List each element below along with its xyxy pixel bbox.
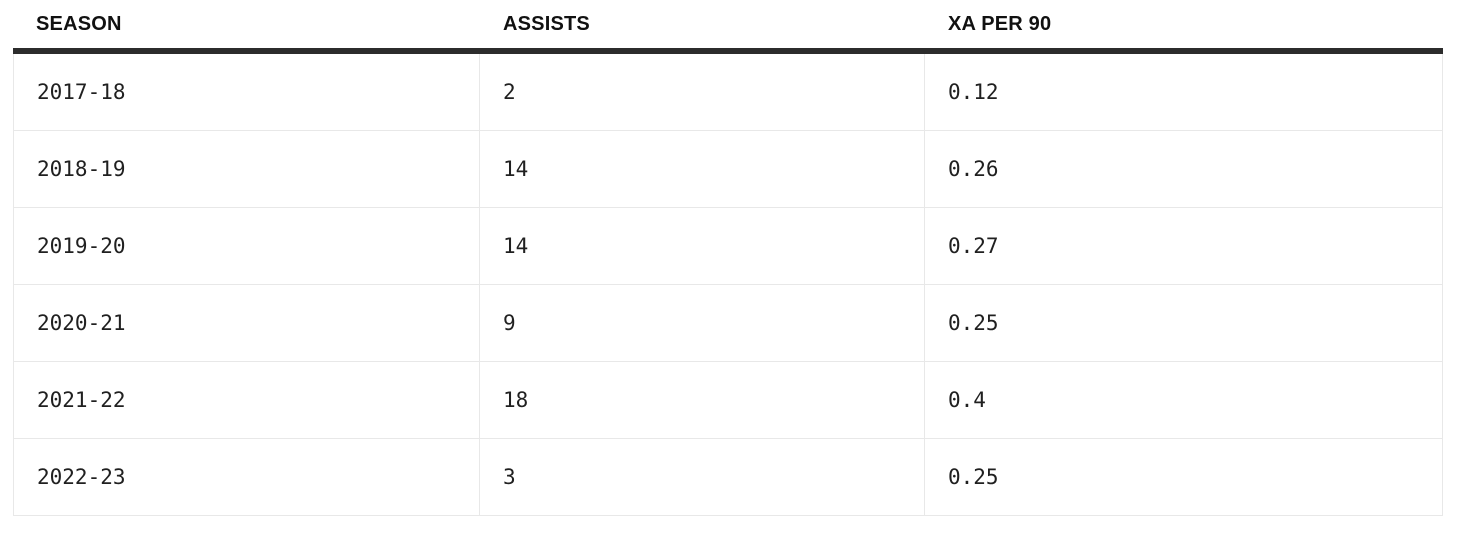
season-stats-table: SEASON ASSISTS XA PER 90 2017-18 2 0.12 … xyxy=(13,0,1443,516)
cell-assists: 9 xyxy=(480,285,925,361)
cell-assists: 14 xyxy=(480,208,925,284)
cell-assists: 2 xyxy=(480,54,925,130)
cell-season: 2018-19 xyxy=(14,131,480,207)
cell-xa-per-90: 0.25 xyxy=(948,465,999,489)
table-row: 2019-20 14 0.27 xyxy=(14,208,1442,285)
table-body: 2017-18 2 0.12 2018-19 14 0.26 2019-20 1… xyxy=(13,54,1443,516)
cell-assists: 3 xyxy=(480,439,925,515)
cell-xa-per-90: 0.27 xyxy=(948,234,999,258)
column-header-season: SEASON xyxy=(36,12,122,35)
cell-xa-per-90: 0.4 xyxy=(948,388,986,412)
table-row: 2022-23 3 0.25 xyxy=(14,439,1442,516)
table-row: 2020-21 9 0.25 xyxy=(14,285,1442,362)
column-header-xa-per-90: XA PER 90 xyxy=(948,12,1052,35)
cell-xa-per-90: 0.26 xyxy=(948,157,999,181)
cell-season: 2021-22 xyxy=(14,362,480,438)
cell-assists: 18 xyxy=(480,362,925,438)
cell-season: 2020-21 xyxy=(14,285,480,361)
table-row: 2017-18 2 0.12 xyxy=(14,54,1442,131)
cell-season: 2019-20 xyxy=(14,208,480,284)
cell-xa-per-90: 0.25 xyxy=(948,311,999,335)
column-header-assists: ASSISTS xyxy=(503,12,590,35)
cell-xa-per-90: 0.12 xyxy=(948,80,999,104)
cell-season: 2022-23 xyxy=(14,439,480,515)
table-header-row: SEASON ASSISTS XA PER 90 xyxy=(13,0,1443,54)
cell-season: 2017-18 xyxy=(14,54,480,130)
table-row: 2018-19 14 0.26 xyxy=(14,131,1442,208)
table-row: 2021-22 18 0.4 xyxy=(14,362,1442,439)
cell-assists: 14 xyxy=(480,131,925,207)
